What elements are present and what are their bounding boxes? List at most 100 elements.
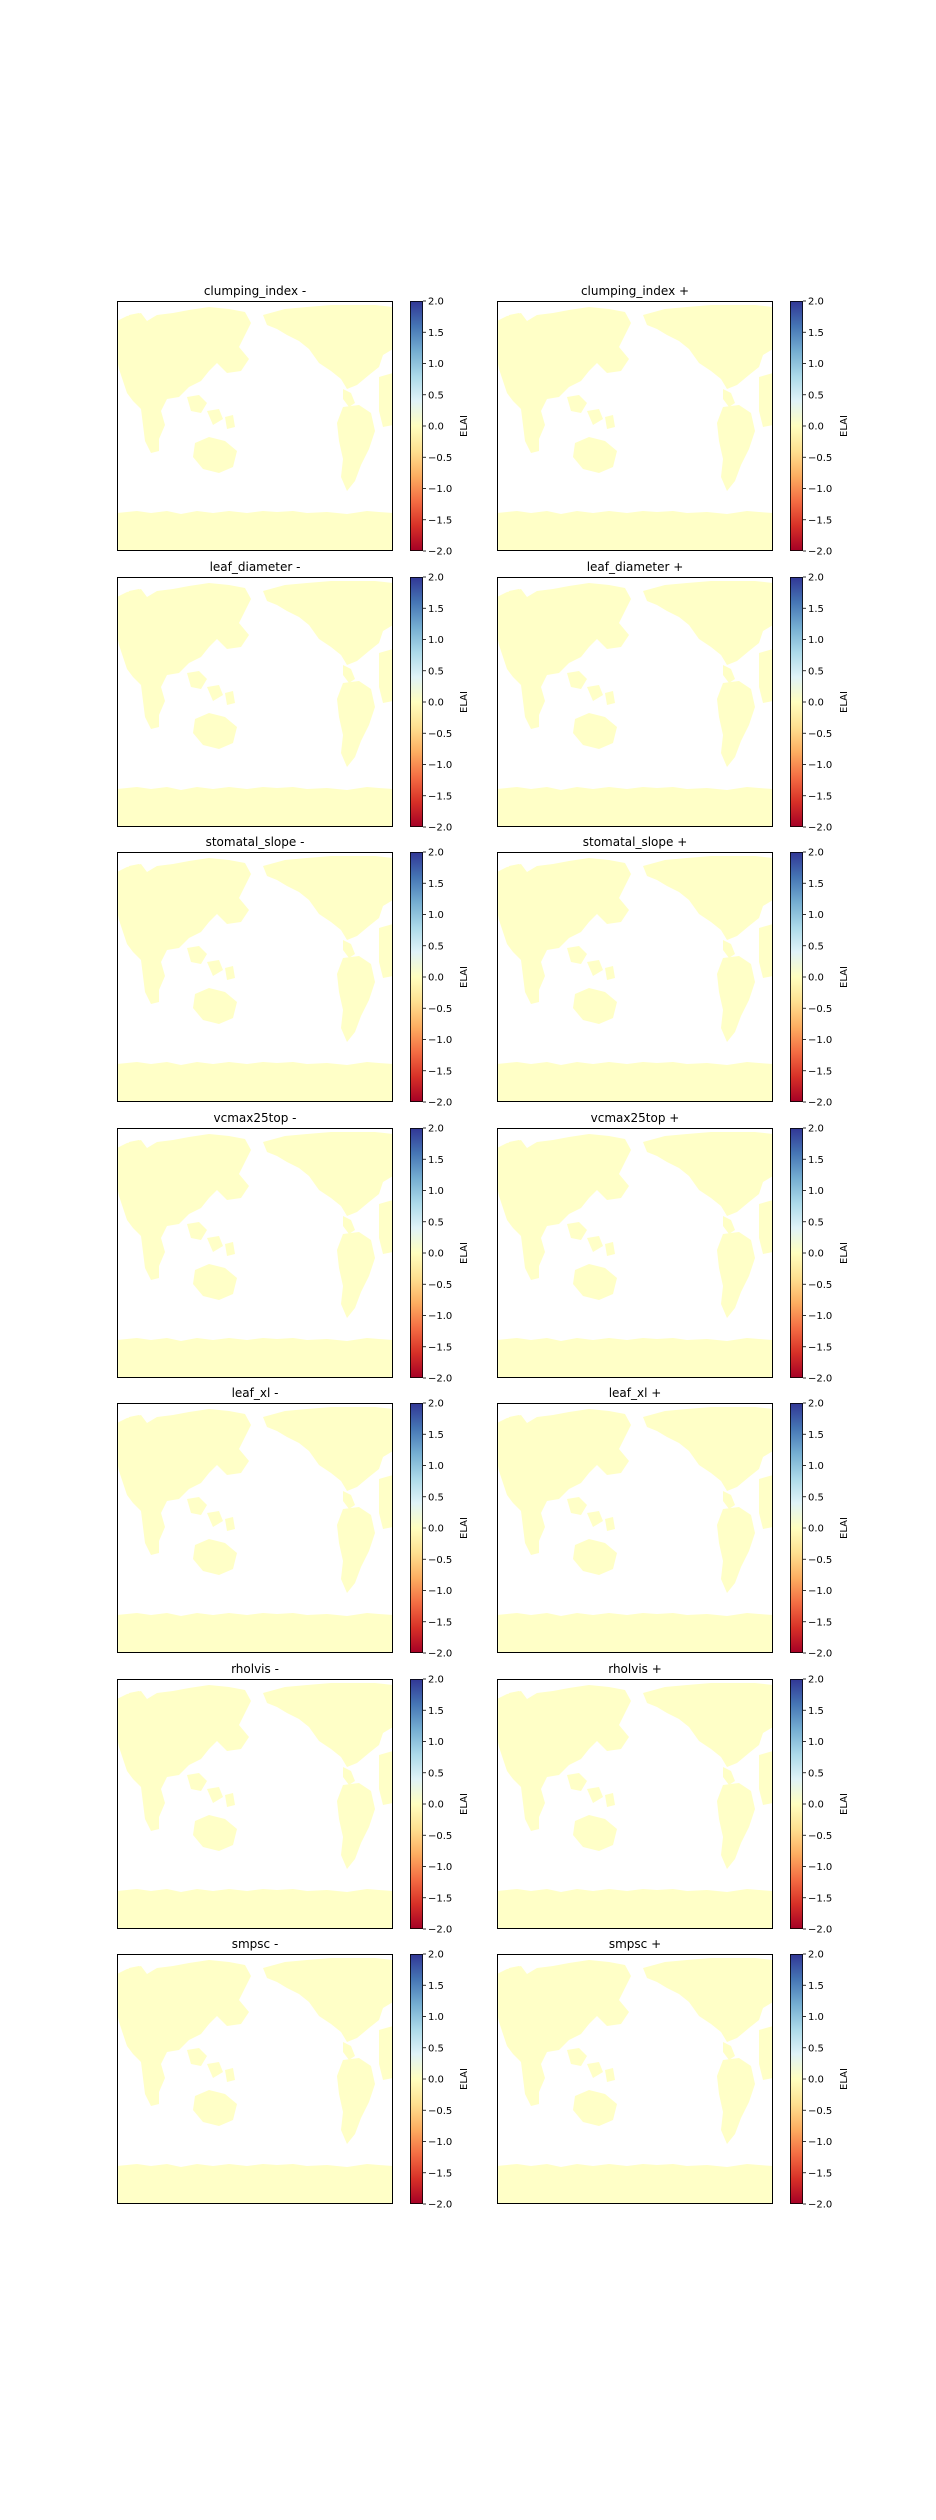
colorbar-label: ELAI xyxy=(839,691,850,713)
colorbar-tick-label: 2.0 xyxy=(808,573,824,584)
colorbar-tick-label: 0.0 xyxy=(808,2075,824,2086)
map-panel: leaf_xl + 2.0 1.5 1.0 0.5 0.0 −0.5 −1.0 −1.5 −2.0… xyxy=(497,1386,850,1660)
colorbar-tick-label: −2.0 xyxy=(428,1374,452,1385)
colorbar-tick-label: 0.5 xyxy=(428,941,444,952)
colorbar-tick-label: −2.0 xyxy=(808,823,832,834)
colorbar-tick-label: 0.5 xyxy=(808,1492,824,1503)
colorbar-label: ELAI xyxy=(839,966,850,988)
colorbar-label: ELAI xyxy=(839,415,850,437)
panel-title: smpsc + xyxy=(609,1937,661,1951)
colorbar-tick-label: 0.0 xyxy=(808,1524,824,1535)
map-panel: leaf_diameter + 2.0 1.5 1.0 0.5 0.0 −0.5 −1.0 −1… xyxy=(497,560,850,834)
colorbar-tick-label: −2.0 xyxy=(428,2200,452,2211)
map-panel: clumping_index - 2.0 1.5 1.0 0.5 0.0 −0.5 −1.0 −… xyxy=(117,284,470,558)
panel-title: rholvis + xyxy=(608,1662,662,1676)
colorbar-tick-label: −0.5 xyxy=(428,729,452,740)
colorbar-tick-label: −1.0 xyxy=(808,2137,832,2148)
colorbar-tick-label: 1.0 xyxy=(428,635,444,646)
colorbar-tick-label: −1.5 xyxy=(428,515,452,526)
colorbar-tick-label: −0.5 xyxy=(808,453,832,464)
colorbar-tick-label: 1.5 xyxy=(428,879,444,890)
colorbar-tick-label: −2.0 xyxy=(428,823,452,834)
colorbar-tick-label: 2.0 xyxy=(808,1675,824,1686)
colorbar-tick-label: 0.5 xyxy=(428,2043,444,2054)
colorbar-tick-label: −2.0 xyxy=(428,1649,452,1660)
colorbar-tick-label: 0.0 xyxy=(428,973,444,984)
colorbar-tick-label: −2.0 xyxy=(808,547,832,558)
colorbar-tick-label: 0.0 xyxy=(808,973,824,984)
colorbar-tick-label: 0.0 xyxy=(428,1524,444,1535)
colorbar-tick-label: 2.0 xyxy=(428,1124,444,1135)
panel-title: leaf_diameter - xyxy=(210,560,301,574)
colorbar-tick-label: −1.5 xyxy=(808,515,832,526)
colorbar-label: ELAI xyxy=(459,2068,470,2090)
panel-title: vcmax25top + xyxy=(591,1111,680,1125)
colorbar-tick-label: 0.0 xyxy=(428,698,444,709)
colorbar-tick-label: −1.5 xyxy=(428,791,452,802)
colorbar-tick-label: 2.0 xyxy=(808,1124,824,1135)
colorbar-frame xyxy=(410,1128,423,1378)
colorbar xyxy=(410,1403,423,1653)
colorbar-tick-label: 1.5 xyxy=(428,1981,444,1992)
colorbar-tick-label: 2.0 xyxy=(428,1399,444,1410)
colorbar-frame xyxy=(790,577,803,827)
map-frame xyxy=(117,1403,393,1653)
colorbar xyxy=(790,852,803,1102)
colorbar-tick-label: 1.5 xyxy=(428,1706,444,1717)
colorbar-tick-label: −1.5 xyxy=(808,2168,832,2179)
map-frame xyxy=(117,1128,393,1378)
colorbar xyxy=(410,577,423,827)
colorbar-frame xyxy=(790,852,803,1102)
panel-title: leaf_xl + xyxy=(609,1386,662,1400)
colorbar-tick-label: 0.0 xyxy=(428,1800,444,1811)
map-frame xyxy=(117,301,393,551)
colorbar-frame xyxy=(410,1954,423,2204)
panel-title: leaf_diameter + xyxy=(587,560,684,574)
map-panel: rholvis + 2.0 1.5 1.0 0.5 0.0 −0.5 −1.0 −1.5 −2.0… xyxy=(497,1662,850,1936)
colorbar-tick-label: 0.5 xyxy=(808,1768,824,1779)
colorbar-tick-label: −2.0 xyxy=(808,1098,832,1109)
colorbar-tick-label: −1.0 xyxy=(428,1586,452,1597)
colorbar-tick-label: 1.0 xyxy=(428,910,444,921)
panel-title: stomatal_slope + xyxy=(583,835,688,849)
colorbar-tick-label: −2.0 xyxy=(428,1098,452,1109)
colorbar xyxy=(410,301,423,551)
colorbar xyxy=(410,852,423,1102)
colorbar-tick-label: −1.0 xyxy=(808,1035,832,1046)
map-panel: leaf_diameter - 2.0 1.5 1.0 0.5 0.0 −0.5 −1.0 −1… xyxy=(117,560,470,834)
colorbar-tick-label: −1.5 xyxy=(808,1342,832,1353)
colorbar-tick-label: −0.5 xyxy=(428,1004,452,1015)
colorbar-tick-label: 1.0 xyxy=(808,2012,824,2023)
panel-title: leaf_xl - xyxy=(232,1386,279,1400)
colorbar xyxy=(790,577,803,827)
colorbar xyxy=(790,1679,803,1929)
map-frame xyxy=(117,852,393,1102)
colorbar-tick-label: −2.0 xyxy=(428,1925,452,1936)
colorbar-tick-label: −0.5 xyxy=(428,453,452,464)
colorbar-tick-label: 0.5 xyxy=(428,1768,444,1779)
colorbar-tick-label: 0.0 xyxy=(808,1249,824,1260)
colorbar-tick-label: 1.0 xyxy=(808,1186,824,1197)
panel-title: smpsc - xyxy=(232,1937,279,1951)
map-panel: vcmax25top - 2.0 1.5 1.0 0.5 0.0 −0.5 −1.0 −1.5 −… xyxy=(117,1111,470,1385)
colorbar-tick-label: 1.0 xyxy=(808,1461,824,1472)
colorbar-tick-label: 0.0 xyxy=(428,1249,444,1260)
colorbar-tick-label: −0.5 xyxy=(428,1831,452,1842)
colorbar-tick-label: 0.5 xyxy=(428,1217,444,1228)
map-frame xyxy=(497,1679,773,1929)
map-frame xyxy=(497,577,773,827)
colorbar-tick-label: −1.5 xyxy=(428,1893,452,1904)
map-frame xyxy=(497,1403,773,1653)
map-frame xyxy=(497,301,773,551)
panel-title: clumping_index - xyxy=(204,284,306,298)
colorbar-tick-label: 1.0 xyxy=(428,2012,444,2023)
colorbar xyxy=(410,1128,423,1378)
colorbar-frame xyxy=(790,1954,803,2204)
colorbar-tick-label: 2.0 xyxy=(428,297,444,308)
colorbar xyxy=(790,301,803,551)
colorbar-tick-label: 2.0 xyxy=(808,848,824,859)
map-panel: rholvis - 2.0 1.5 1.0 0.5 0.0 −0.5 −1.0 −1.5 −2.0… xyxy=(117,1662,470,1936)
colorbar-tick-label: −0.5 xyxy=(808,1004,832,1015)
colorbar-tick-label: 2.0 xyxy=(428,848,444,859)
colorbar-label: ELAI xyxy=(839,1793,850,1815)
